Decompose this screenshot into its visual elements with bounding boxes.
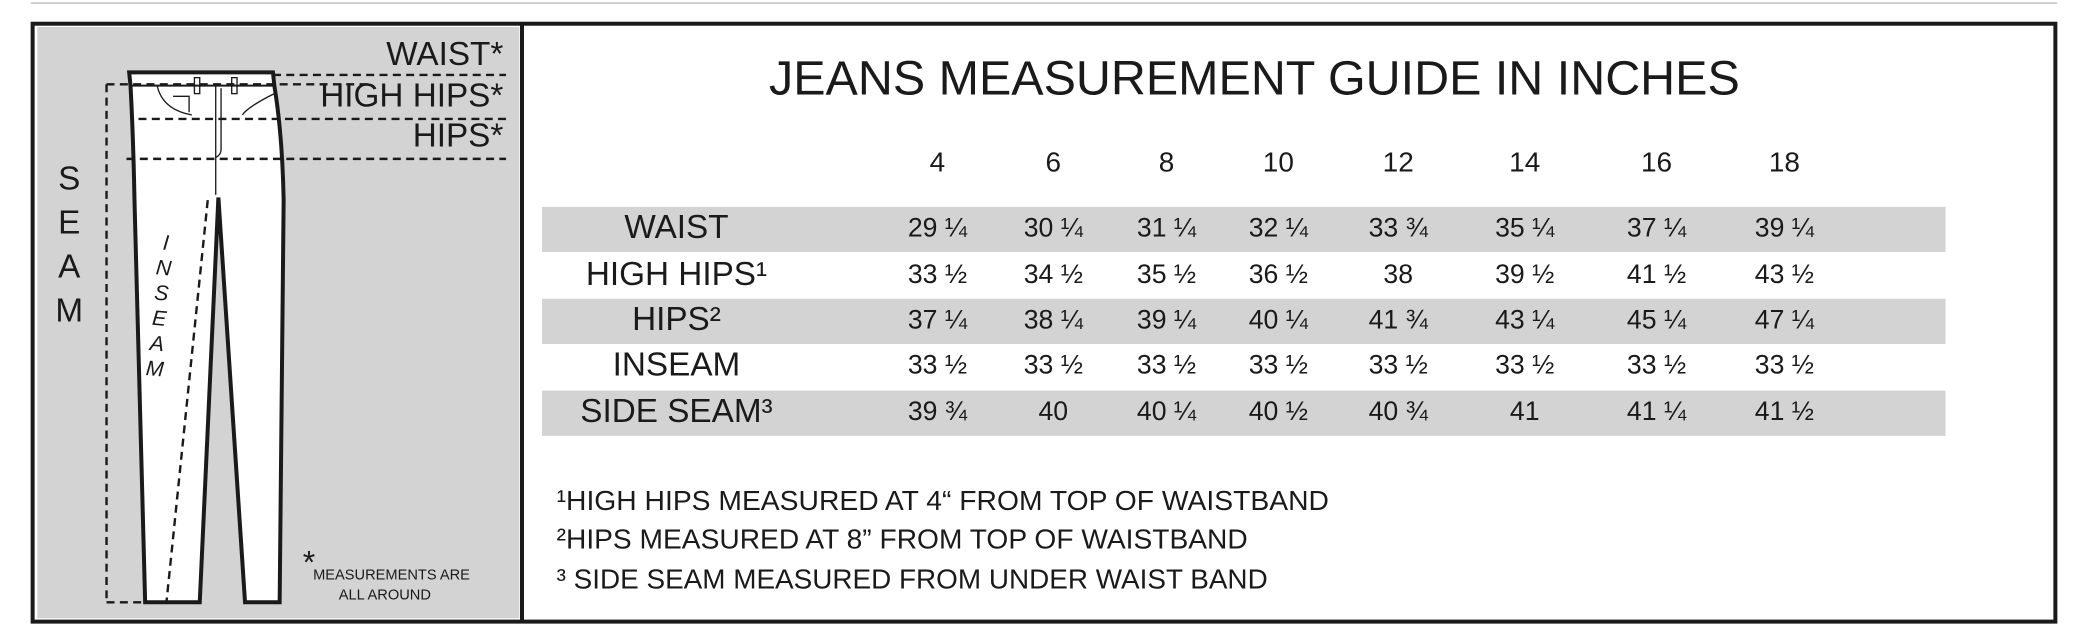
cell: 41 ½ [1755,396,1814,426]
cell: 41 ¼ [1627,396,1687,426]
cell: 41 ½ [1627,259,1686,289]
panel-label: HIGH HIPS* [320,77,503,114]
cell: 33 ½ [908,350,967,380]
column-header: 6 [1046,147,1062,178]
cell: 43 ¼ [1495,304,1555,334]
cell: 38 ¼ [1024,304,1084,334]
cell: 37 ¼ [1627,212,1687,242]
cell: 41 [1510,396,1540,426]
cell: 29 ¼ [908,212,968,242]
row-band [541,390,1946,436]
cell: 37 ¼ [908,304,968,334]
measure-lines [105,73,507,604]
cell: 36 ½ [1249,259,1308,289]
jeans-drawing [126,70,286,605]
cell: 39 ¼ [1137,304,1197,334]
cell: 43 ½ [1755,259,1814,289]
cell: 30 ¼ [1024,212,1084,242]
column-header: 8 [1159,147,1175,178]
cell: 33 ½ [1249,350,1308,380]
note-mark: * [303,544,315,580]
cell: 39 ½ [1495,259,1554,289]
panel-label: HIPS* [413,117,504,154]
cell: 39 ¾ [908,396,968,426]
cell: 41 ¾ [1369,304,1429,334]
footnote: ³ SIDE SEAM MEASURED FROM UNDER WAIST BA… [557,563,1268,594]
side-label-box: SIDE SEAM [50,160,88,336]
footnote: ¹HIGH HIPS MEASURED AT 4“ FROM TOP OF WA… [557,485,1329,516]
cell: 47 ¼ [1755,304,1815,334]
cell: 40 [1039,396,1069,426]
row-band [541,206,1946,253]
row-band [541,298,1946,344]
cell: 33 ½ [1369,350,1428,380]
column-header: 18 [1769,147,1800,178]
note-line: ALL AROUND [339,588,431,604]
cell: 33 ½ [1627,350,1686,380]
row-label: HIGH HIPS¹ [586,256,767,293]
note-line: MEASUREMENTS ARE [313,568,470,584]
row-label: HIPS² [632,301,721,338]
cell: 45 ¼ [1627,304,1687,334]
cell: 33 ½ [908,259,967,289]
column-header: 12 [1383,147,1414,178]
cell: 39 ¼ [1755,212,1815,242]
cell: 35 ¼ [1495,212,1555,242]
row-label: SIDE SEAM³ [580,393,772,430]
column-header: 14 [1509,147,1540,178]
title: JEANS MEASUREMENT GUIDE IN INCHES [769,52,1740,105]
cell: 33 ½ [1137,350,1196,380]
row-label: WAIST [624,209,728,246]
cell: 33 ½ [1755,350,1814,380]
cell: 31 ¼ [1137,212,1197,242]
cell: 40 ¼ [1137,396,1197,426]
row-label: INSEAM [613,346,741,383]
cell: 40 ¾ [1369,396,1429,426]
cell: 33 ¾ [1369,212,1429,242]
cell: 34 ½ [1024,259,1083,289]
cell: 33 ½ [1024,350,1083,380]
footnote: ²HIPS MEASURED AT 8” FROM TOP OF WAISTBA… [557,523,1248,554]
column-header: 4 [930,147,946,178]
cell: 32 ¼ [1249,212,1309,242]
column-header: 10 [1263,147,1294,178]
cell: 33 ½ [1495,350,1554,380]
cell: 35 ½ [1137,259,1196,289]
table: 4 6 8 10 12 14 16 18 WAIST 29 ¼ 30 ¼ 31 ¼ 32 ¼ 33 ¾ 35… [541,147,1946,436]
panel-label: WAIST* [386,36,503,73]
cell: 40 ½ [1249,396,1308,426]
side-label: SIDE SEAM [50,160,88,336]
column-header: 16 [1641,147,1672,178]
cell: 40 ¼ [1249,304,1309,334]
cell: 38 [1383,259,1413,289]
